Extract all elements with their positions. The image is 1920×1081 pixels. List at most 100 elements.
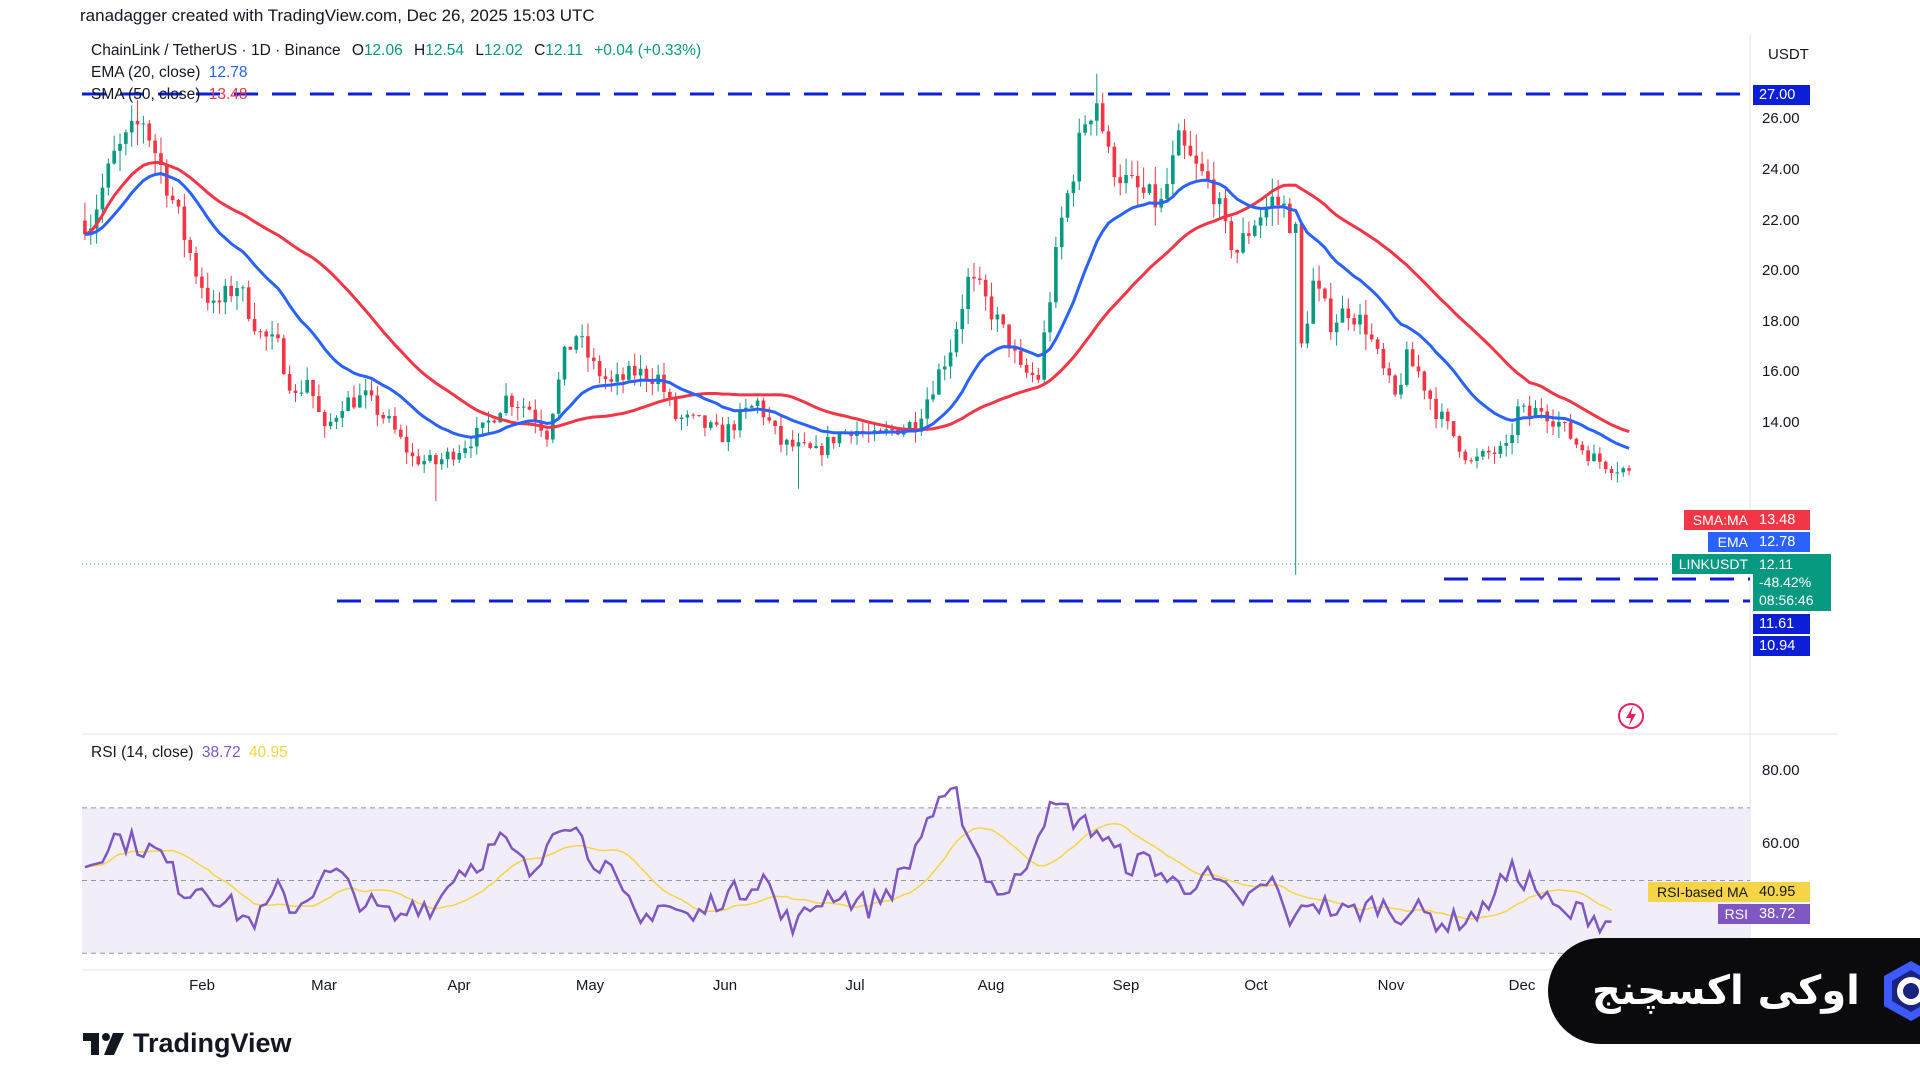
tradingview-icon [83,1032,124,1055]
candle-body [685,414,690,418]
high-value: 12.54 [425,42,465,59]
candle-body [223,285,228,303]
support-tag-2: 10.94 [1753,636,1810,656]
last-price: 12.11 [1759,556,1793,572]
rsi-ma-tag-name: RSI-based MA [1648,882,1753,902]
tradingview-logo[interactable]: TradingView [83,1028,292,1059]
candle-body [299,392,304,394]
candle-body [574,336,579,350]
candlestick-series [83,73,1631,575]
candle-body [1328,298,1333,333]
candle-body [1252,225,1257,236]
candle-body [229,285,233,297]
candle-body [673,397,678,420]
candle-body [580,336,584,338]
candle-body [1311,280,1316,324]
sma-legend[interactable]: SMA (50, close) 13.48 [91,86,248,104]
candle-body [1048,302,1052,333]
candle-body [1089,120,1093,125]
price-tick-label: 26.00 [1762,110,1800,128]
price-levels [82,92,1750,603]
okex-hexagon-icon [1883,961,1920,1021]
candle-body [960,308,965,330]
candle-body [1445,411,1450,422]
ema-legend[interactable]: EMA (20, close) 12.78 [91,64,248,82]
candle-body [1042,332,1046,380]
candle-body [773,420,777,427]
candle-body [1118,177,1123,184]
price-tick-label: 24.00 [1762,160,1800,178]
month-label: May [575,977,605,994]
candle-body [703,415,707,428]
month-label: Feb [189,977,215,994]
candle-body [1603,461,1608,470]
candle-body [527,406,532,410]
candle-body [744,407,748,410]
candle-body [556,379,561,414]
candle-body [100,187,105,210]
candle-body [410,452,415,457]
candle-body [1539,408,1544,412]
candle-body [200,276,204,288]
candle-body [1434,398,1438,420]
low-key: L [475,42,484,59]
candle-body [381,414,386,419]
candle-body [1176,130,1181,156]
candle-body [732,424,736,431]
candle-body [106,163,111,188]
candle-body [1276,196,1280,206]
candle-body [293,390,298,394]
rsi-series [84,785,1612,938]
candle-body [1013,348,1017,351]
candle-body [691,414,696,416]
candle-body [1463,451,1468,461]
candle-body [252,318,257,332]
rsi-legend[interactable]: RSI (14, close) 38.72 40.95 [91,744,288,762]
candle-body [258,331,263,333]
candle-body [1083,124,1087,133]
candle-body [790,439,795,447]
candle-body [937,369,941,395]
candle-body [1288,203,1292,233]
candle-body [1586,450,1590,462]
candle-body [281,338,286,374]
candle-body [270,334,274,337]
candle-body [515,407,520,409]
candle-body [217,300,222,303]
lightning-icon[interactable] [1618,703,1644,729]
candle-body [720,424,725,443]
candle-body [831,436,836,444]
candle-body [627,365,631,380]
candle-body [638,368,643,376]
candle-body [615,374,620,382]
candle-body [1551,421,1555,427]
month-label: Aug [977,977,1005,994]
bar-countdown: 08:56:46 [1759,592,1814,608]
month-label: Oct [1244,977,1268,994]
sma-50-line [84,160,1630,434]
currency-label: USDT [1768,46,1809,63]
candle-body [1282,203,1286,206]
candle-body [802,442,807,444]
candle-body [340,411,345,418]
candle-body [1323,288,1327,299]
candle-body [978,278,982,280]
ema-price-tag: 12.78 [1753,532,1810,552]
candle-body [328,421,333,427]
rsi-tick-label: 80.00 [1762,762,1800,780]
candle-body [662,374,666,392]
candle-body [1194,155,1199,164]
candle-body [1340,308,1345,323]
candle-body [322,411,327,427]
candle-body [1165,184,1169,199]
symbol-tag-name: LINKUSDT [1672,554,1753,574]
candle-body [1071,181,1076,194]
last-change-pct: -48.42% [1759,574,1812,590]
candle-body [825,436,830,456]
candle-body [135,120,140,125]
candle-body [1188,145,1193,156]
candle-body [188,239,193,254]
candle-body [1393,375,1397,395]
candle-body [235,287,239,297]
